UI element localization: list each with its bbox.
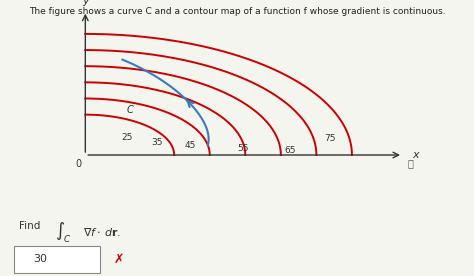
Text: 75: 75 [325,134,336,143]
Text: $\int_C$: $\int_C$ [55,220,72,245]
Text: 25: 25 [121,133,132,142]
Text: ✗: ✗ [114,253,124,266]
Text: x: x [412,150,419,160]
Text: C: C [127,105,134,115]
Text: $\nabla f \cdot\, d\mathbf{r}.$: $\nabla f \cdot\, d\mathbf{r}.$ [83,226,121,238]
Text: 35: 35 [152,137,163,147]
Text: The figure shows a curve C and a contour map of a function f whose gradient is c: The figure shows a curve C and a contour… [29,7,445,16]
Text: Find: Find [19,221,40,231]
Text: 45: 45 [185,141,196,150]
Text: ⓘ: ⓘ [407,159,413,169]
Text: 55: 55 [237,144,248,153]
FancyBboxPatch shape [14,246,100,273]
Text: 65: 65 [284,146,296,155]
Text: 0: 0 [75,159,81,169]
Text: 30: 30 [33,254,47,264]
Text: y: y [82,0,89,6]
